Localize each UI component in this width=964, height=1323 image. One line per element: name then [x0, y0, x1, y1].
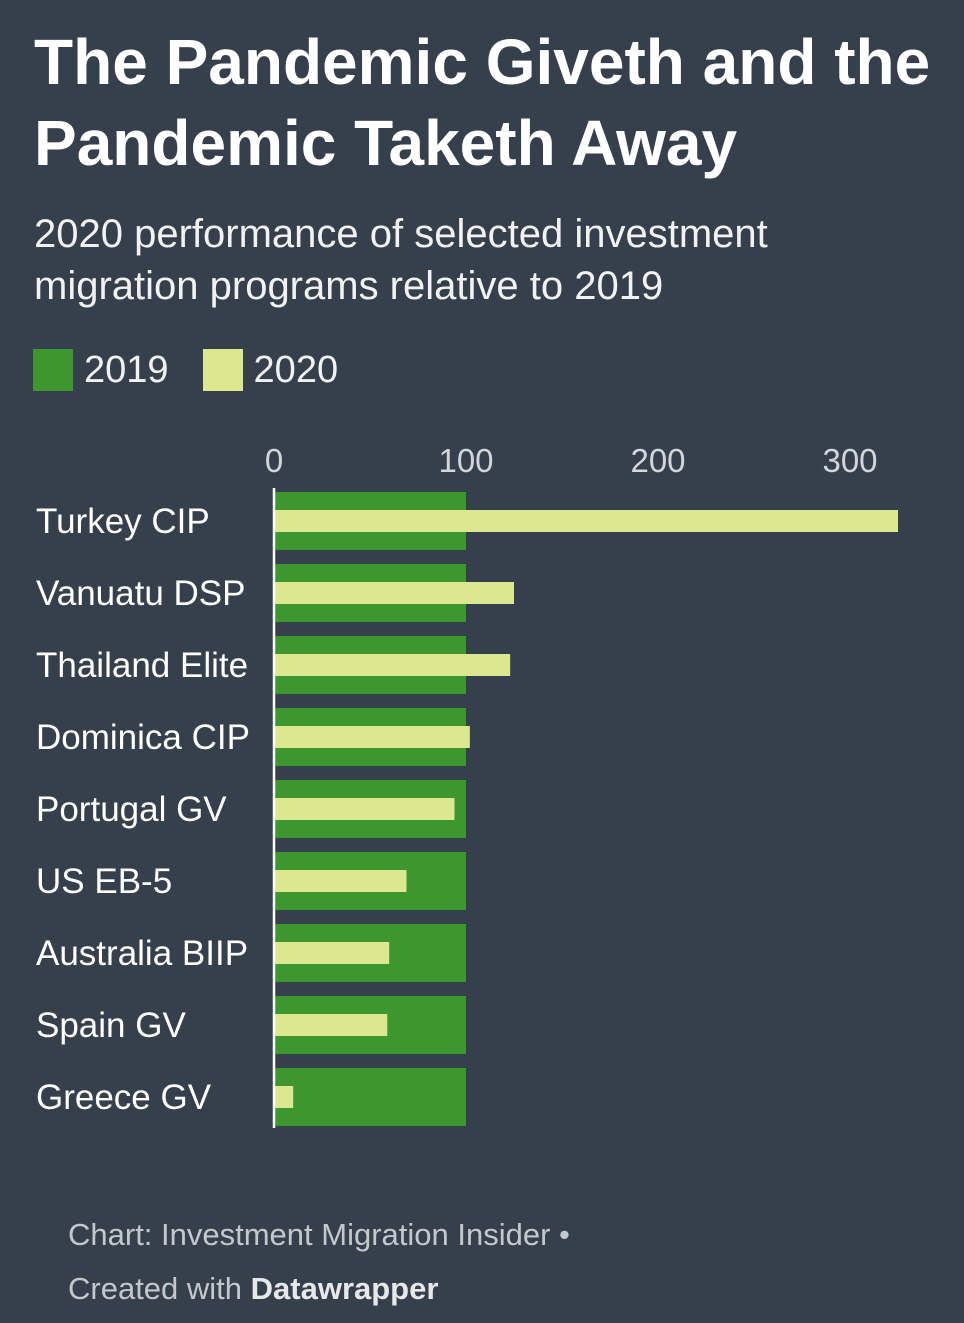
x-tick-label: 200	[630, 442, 685, 479]
bar-2020	[274, 654, 511, 676]
bar-chart: 0 100 200 300 Turkey CIP Vanuatu DSP Thailand …	[36, 442, 898, 1128]
category-label: Thailand Elite	[36, 646, 248, 685]
category-label: Spain GV	[36, 1006, 186, 1045]
legend-item-2020: 2020	[202, 348, 339, 392]
category-label: Australia BIIP	[36, 934, 248, 973]
category-label: US EB-5	[36, 862, 172, 901]
legend: 2019 2020	[33, 348, 372, 392]
footer-source: Chart: Investment Migration Insider •	[68, 1217, 570, 1252]
chart-subtitle: 2020 performance of selected investment …	[34, 212, 768, 308]
bar-2019	[274, 1068, 466, 1126]
datawrapper-brand: Datawrapper	[250, 1271, 439, 1306]
bar-2020	[274, 942, 390, 964]
bar-2020	[274, 870, 407, 892]
footer-credit-prefix: Created with	[68, 1271, 251, 1306]
legend-swatch-2020	[202, 349, 243, 391]
chart-footer: Chart: Investment Migration Insider • Cr…	[68, 1208, 570, 1316]
bar-2020	[274, 726, 470, 748]
legend-swatch-2019	[33, 349, 73, 391]
bar-2020	[274, 1086, 294, 1108]
category-label: Turkey CIP	[36, 502, 210, 541]
bar-2020	[274, 798, 455, 820]
legend-label-2019: 2019	[84, 348, 169, 391]
category-label: Dominica CIP	[36, 718, 250, 757]
x-tick-label: 0	[265, 442, 283, 479]
category-label: Vanuatu DSP	[36, 574, 246, 613]
legend-item-2019: 2019	[33, 349, 169, 392]
legend-label-2020: 2020	[253, 348, 339, 391]
bar-2020	[274, 1014, 388, 1036]
x-tick-label: 100	[438, 442, 493, 479]
x-tick-label: 300	[822, 442, 877, 479]
footer-credit: Created with Datawrapper	[68, 1262, 570, 1316]
bar-2020	[274, 582, 514, 604]
category-label: Portugal GV	[36, 790, 227, 829]
bar-2020	[274, 510, 898, 532]
category-label: Greece GV	[36, 1078, 212, 1117]
chart-title: The Pandemic Giveth and the Pandemic Tak…	[34, 26, 931, 179]
